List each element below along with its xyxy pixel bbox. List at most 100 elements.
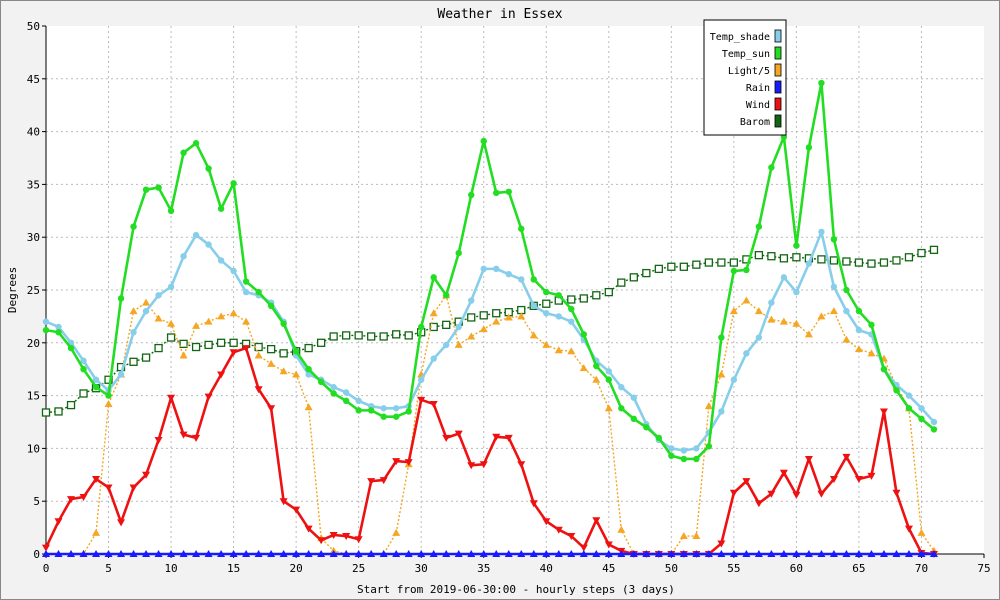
x-tick-label: 25 (352, 562, 365, 575)
data-point-rain (204, 550, 213, 557)
data-point-wind (167, 394, 176, 402)
data-point-rain (392, 550, 401, 557)
data-point-temp-shade (780, 274, 788, 281)
data-point-rain (429, 550, 438, 557)
data-point-wind (604, 541, 613, 549)
data-point-rain (442, 550, 451, 557)
data-point-wind (779, 469, 788, 477)
legend-label-wind: Wind (746, 100, 770, 111)
data-point-rain (817, 550, 826, 557)
data-point-temp-sun (505, 188, 512, 195)
data-point-wind (192, 434, 201, 442)
data-point-light-5 (579, 364, 588, 372)
data-point-light-5 (542, 340, 551, 348)
data-point-wind (367, 478, 376, 486)
data-point-wind (254, 386, 263, 394)
data-point-barom (442, 320, 451, 329)
data-point-temp-sun (355, 407, 362, 414)
data-point-temp-sun (643, 424, 650, 431)
data-point-rain (229, 550, 238, 557)
data-point-wind (492, 433, 501, 441)
data-point-wind (592, 517, 601, 525)
data-point-rain (704, 550, 713, 557)
data-point-temp-sun (142, 186, 150, 193)
data-point-temp-sun (367, 407, 375, 414)
data-point-rain (129, 550, 138, 557)
y-tick-label: 30 (27, 231, 40, 244)
data-point-light-5 (917, 528, 926, 536)
data-point-barom (542, 299, 551, 308)
data-point-barom (191, 342, 201, 352)
data-point-light-5 (604, 404, 613, 412)
data-point-rain (292, 550, 301, 557)
data-point-barom (842, 257, 851, 266)
data-point-temp-sun (418, 323, 425, 331)
data-point-wind (304, 525, 313, 533)
data-point-rain (417, 550, 426, 557)
y-tick-label: 5 (33, 495, 40, 508)
data-point-wind (354, 536, 363, 544)
data-point-rain (754, 550, 763, 557)
data-point-light-5 (129, 307, 138, 315)
data-point-rain (579, 550, 588, 557)
data-point-temp-shade (680, 447, 688, 454)
data-point-rain (492, 550, 501, 557)
data-point-wind (817, 490, 826, 498)
data-point-light-5 (167, 319, 176, 327)
data-point-wind (292, 506, 301, 514)
data-point-light-5 (292, 370, 301, 378)
data-point-temp-sun (743, 266, 750, 274)
data-point-temp-sun (305, 366, 312, 373)
chart-title: Weather in Essex (437, 7, 562, 22)
data-point-barom (104, 375, 113, 384)
data-point-temp-sun (42, 326, 50, 334)
data-point-wind (404, 459, 413, 467)
x-tick-label: 30 (415, 562, 428, 575)
data-point-temp-sun (930, 426, 938, 433)
data-point-rain (892, 550, 901, 557)
legend-swatch-barom (774, 114, 782, 128)
x-tick-label: 65 (852, 562, 865, 575)
data-point-wind (529, 500, 538, 508)
data-point-wind (717, 540, 726, 548)
data-point-temp-sun (380, 413, 387, 420)
data-point-light-5 (854, 345, 863, 353)
data-point-temp-shade (480, 265, 487, 273)
y-tick-label: 15 (27, 390, 40, 403)
data-point-wind (754, 500, 763, 508)
data-point-temp-shade (568, 318, 575, 325)
data-point-rain (167, 550, 176, 557)
data-point-barom (129, 357, 138, 366)
data-point-rain (854, 550, 863, 557)
data-point-barom (929, 245, 939, 255)
data-point-barom (467, 313, 476, 322)
data-point-temp-shade (192, 231, 200, 239)
data-point-temp-shade (668, 445, 675, 452)
legend-label-temp-shade: Temp_shade (710, 32, 770, 43)
data-point-light-5 (754, 307, 763, 315)
y-tick-label: 40 (27, 126, 40, 139)
data-point-light-5 (229, 309, 238, 317)
data-point-wind (517, 461, 526, 469)
data-point-wind (454, 430, 463, 438)
data-point-barom (817, 255, 826, 264)
series-temp-sun (42, 79, 938, 463)
data-point-rain (717, 550, 726, 557)
data-point-barom (729, 258, 739, 267)
data-point-temp-sun (793, 242, 800, 249)
data-point-barom (66, 400, 76, 410)
data-point-temp-shade (693, 445, 700, 452)
data-point-barom (679, 262, 688, 271)
data-point-temp-shade (818, 228, 825, 236)
data-point-barom (279, 349, 288, 358)
data-point-temp-sun (330, 390, 337, 397)
data-point-temp-shade (430, 355, 437, 362)
data-point-wind (54, 518, 63, 526)
data-point-light-5 (717, 370, 726, 378)
data-point-temp-sun (192, 140, 200, 147)
data-point-temp-shade (155, 292, 162, 299)
data-point-barom (629, 273, 638, 282)
data-point-light-5 (592, 375, 601, 383)
data-point-temp-sun (680, 455, 688, 463)
data-point-temp-shade (455, 323, 462, 331)
